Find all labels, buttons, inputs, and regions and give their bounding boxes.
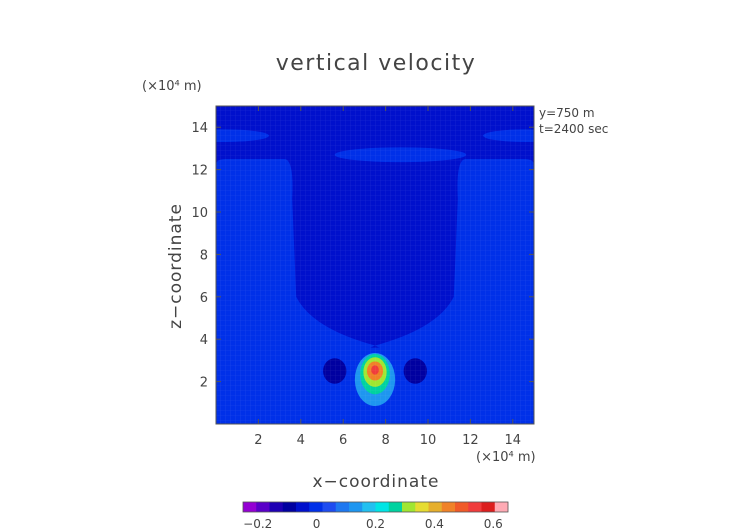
colorbar-segment: [481, 502, 496, 512]
colorbar-segment: [402, 502, 416, 512]
x-tick-label: 12: [462, 433, 479, 448]
annotation-time: t=2400 sec: [539, 122, 608, 136]
x-tick-label: 4: [297, 433, 305, 448]
colorbar-segment: [415, 502, 429, 512]
plot-frame: [215, 105, 535, 425]
colorbar-segment: [282, 502, 297, 512]
y-axis-unit: (×10⁴ m): [142, 79, 202, 94]
colorbar-segment: [494, 502, 509, 512]
y-tick-label: 10: [191, 206, 208, 221]
colorbar-tick-label: 0.4: [425, 517, 444, 531]
colorbar-segment: [441, 502, 456, 512]
colorbar-segment: [296, 502, 310, 512]
y-axis: 2 4 6 8 10 12 14: [191, 121, 534, 391]
plot-grid: [216, 106, 534, 424]
colorbar-segment: [468, 502, 482, 512]
colorbar-frame: [242, 501, 509, 513]
colorbar-tick-label: 0: [313, 517, 321, 531]
y-tick-label: 12: [191, 164, 208, 179]
x-tick-label: 14: [505, 433, 522, 448]
x-axis: 2 4 6 8 10 12 14: [254, 106, 521, 448]
x-axis-unit: (×10⁴ m): [476, 450, 536, 465]
y-tick-label: 14: [191, 121, 208, 136]
colorbar: −0.2 0 0.2 0.4 0.6: [242, 501, 509, 531]
y-tick-label: 6: [200, 291, 208, 306]
colorbar-segment: [428, 502, 443, 512]
colorbar-segment: [309, 502, 323, 512]
x-tick-label: 8: [381, 433, 389, 448]
colorbar-tick-label: 0.2: [366, 517, 385, 531]
x-tick-label: 2: [254, 433, 262, 448]
colorbar-tick-label: −0.2: [243, 517, 272, 531]
y-tick-label: 8: [200, 248, 208, 263]
annotation-y: y=750 m: [539, 106, 595, 120]
colorbar-tick-label: 0.6: [484, 517, 503, 531]
chart-title: vertical velocity: [276, 51, 477, 76]
colorbar-segment: [269, 502, 284, 512]
x-axis-label: x−coordinate: [313, 472, 440, 492]
colorbar-segment: [322, 502, 337, 512]
y-axis-label: z−coordinate: [166, 203, 186, 329]
colorbar-segment: [335, 502, 350, 512]
y-tick-label: 4: [200, 333, 208, 348]
colorbar-segment: [455, 502, 469, 512]
colorbar-segment: [256, 502, 270, 512]
colorbar-segment: [243, 502, 257, 512]
x-tick-label: 10: [420, 433, 437, 448]
colorbar-segment: [349, 502, 363, 512]
colorbar-segment: [375, 502, 390, 512]
x-tick-label: 6: [339, 433, 347, 448]
colorbar-segment: [388, 502, 403, 512]
colorbar-segment: [362, 502, 376, 512]
y-tick-label: 2: [200, 376, 208, 391]
